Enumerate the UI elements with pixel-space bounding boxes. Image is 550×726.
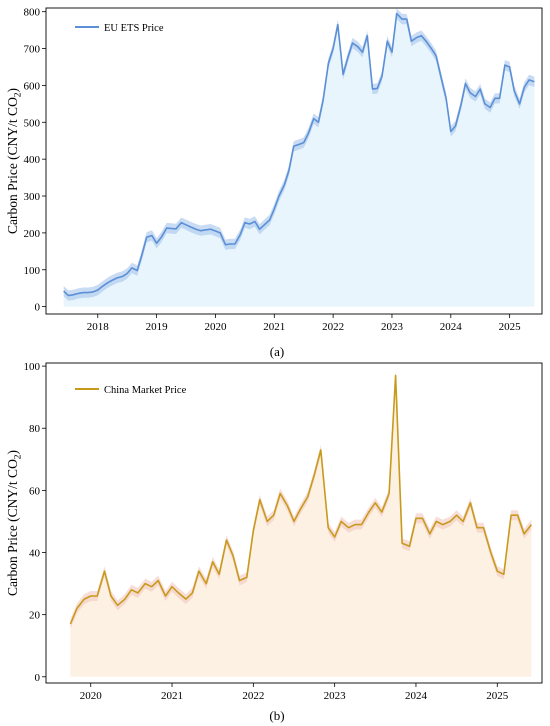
legend: China Market Price — [75, 385, 187, 396]
x-tick-label: 2023 — [381, 321, 404, 333]
area-fill — [63, 13, 535, 307]
x-tick-label: 2021 — [263, 321, 285, 333]
x-tick-label: 2024 — [440, 321, 463, 333]
series-line-china-market — [69, 374, 533, 625]
legend-label: EU ETS Price — [104, 23, 164, 34]
y-tick-label: 700 — [24, 44, 41, 56]
plot-frame — [45, 362, 543, 684]
x-tick-label: 2019 — [146, 321, 169, 333]
y-tick-label: 0 — [35, 302, 41, 314]
y-tick-label: 80 — [29, 423, 41, 435]
confidence-band — [63, 8, 535, 301]
x-axis: 2020 2021 2022 2023 2024 2025 — [80, 683, 509, 702]
x-tick-label: 2022 — [322, 321, 344, 333]
y-tick-label: 600 — [24, 80, 41, 92]
y-tick-label: 0 — [35, 672, 41, 684]
panel-caption: (b) — [269, 708, 284, 723]
y-tick-label: 40 — [29, 548, 41, 560]
y-tick-label: 60 — [29, 485, 41, 497]
x-tick-label: 2025 — [499, 321, 522, 333]
area-fill — [70, 375, 532, 677]
x-tick-label: 2023 — [324, 690, 347, 702]
x-tick-label: 2021 — [161, 690, 183, 702]
x-tick-label: 2020 — [204, 321, 227, 333]
legend-label: China Market Price — [104, 385, 187, 396]
y-tick-label: 100 — [24, 265, 41, 277]
legend: EU ETS Price — [75, 23, 164, 34]
chart-panel-b: 0 20 40 60 80 100 2020 2021 2022 2023 2024 2025 Ca… — [5, 361, 543, 723]
y-tick-label: 300 — [24, 191, 41, 203]
y-tick-label: 20 — [29, 610, 41, 622]
y-tick-label: 500 — [24, 117, 41, 129]
y-axis: 0 20 40 60 80 100 — [24, 361, 46, 684]
plot-frame — [45, 7, 543, 315]
y-axis-label: Carbon Price (CNY/t CO2) — [5, 88, 24, 234]
x-tick-label: 2018 — [87, 321, 110, 333]
panel-caption: (a) — [270, 344, 284, 359]
y-tick-label: 400 — [24, 154, 41, 166]
y-axis-label: Carbon Price (CNY/t CO2) — [5, 450, 24, 596]
x-tick-label: 2020 — [80, 690, 103, 702]
y-tick-label: 200 — [24, 228, 41, 240]
x-tick-label: 2022 — [242, 690, 264, 702]
y-tick-label: 800 — [24, 7, 41, 19]
x-tick-label: 2025 — [486, 690, 509, 702]
series-line-eu-ets — [63, 12, 535, 297]
y-tick-label: 100 — [24, 361, 41, 373]
y-axis: 0 100 200 300 400 500 600 700 800 — [24, 7, 46, 314]
x-axis: 2018 2019 2020 2021 2022 2023 2024 2025 — [87, 314, 521, 333]
x-tick-label: 2024 — [405, 690, 428, 702]
